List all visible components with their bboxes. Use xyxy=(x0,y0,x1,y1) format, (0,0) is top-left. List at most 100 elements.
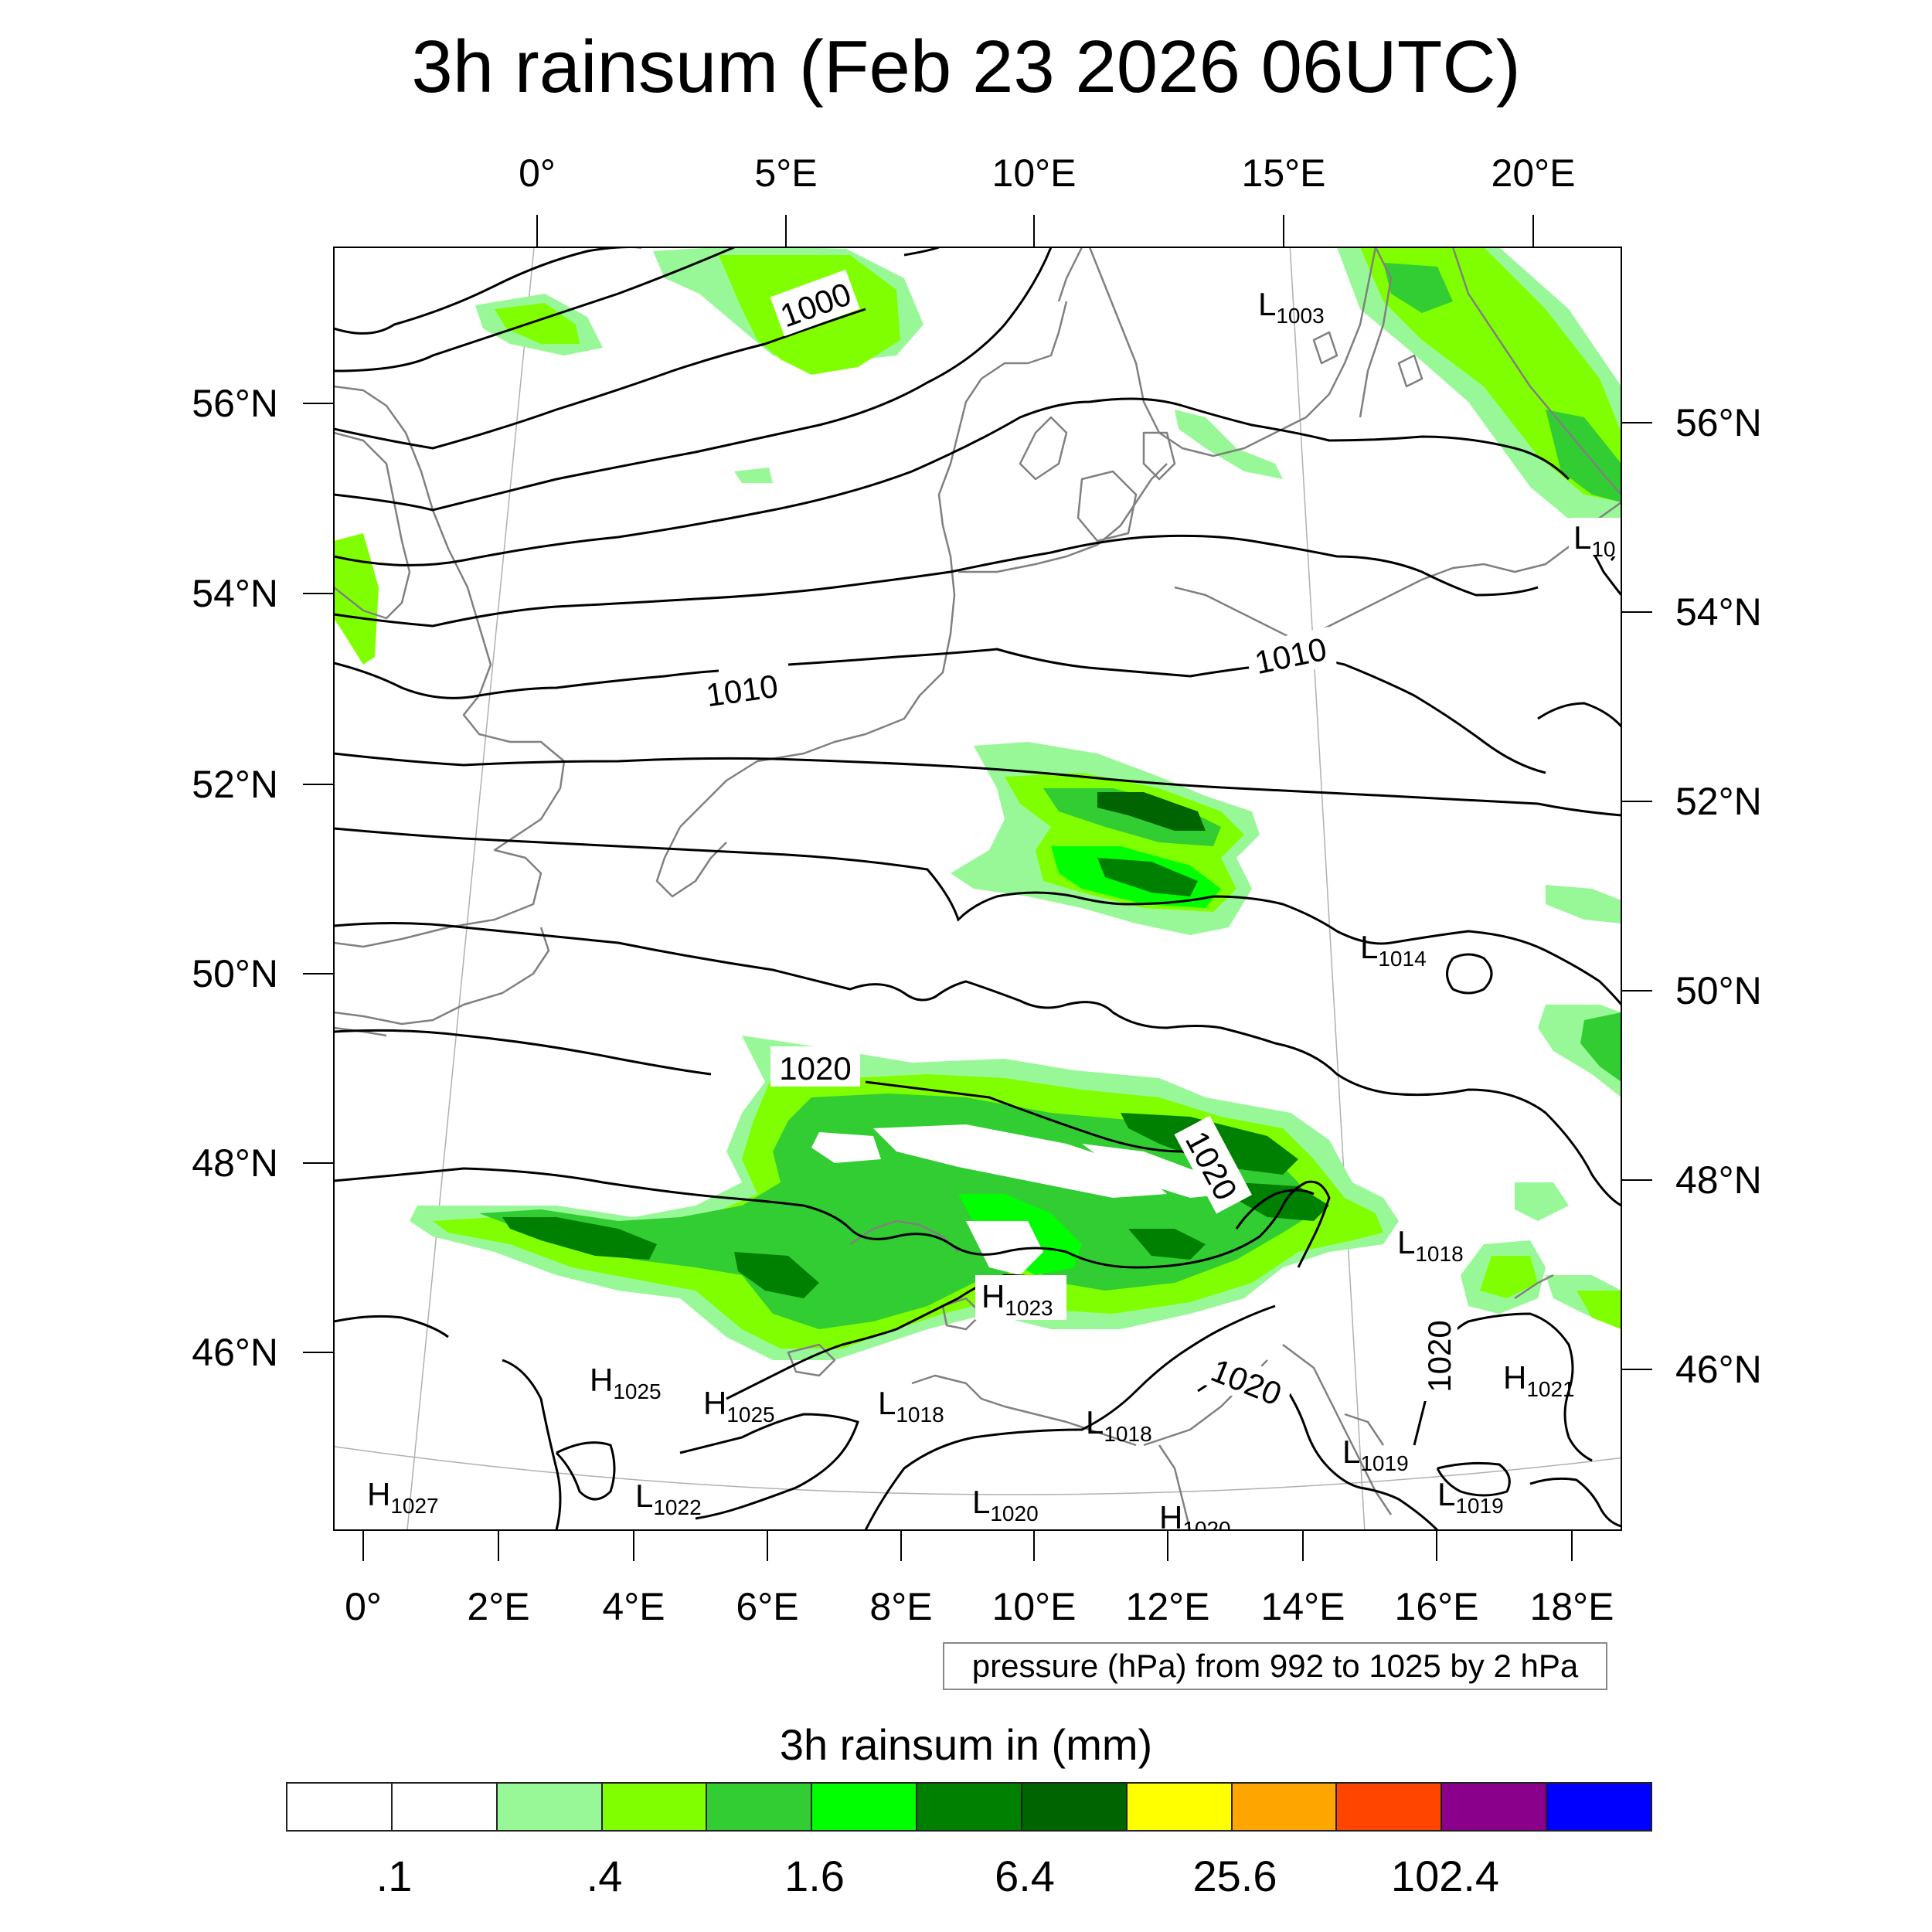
right-lat-label: 52°N xyxy=(1675,780,1762,823)
coastline xyxy=(1077,470,1138,543)
rain-area xyxy=(1082,1144,1229,1198)
pressure-center: L1003 xyxy=(1258,286,1325,328)
contour-label: 1020 xyxy=(1421,1320,1458,1392)
coastline xyxy=(1174,501,1621,643)
isobar xyxy=(334,247,1053,512)
colorbar-box xyxy=(1232,1784,1338,1830)
rain-area xyxy=(1580,1012,1621,1082)
isobar xyxy=(334,308,866,450)
colorbar-box xyxy=(602,1784,708,1830)
rain-area xyxy=(734,468,773,483)
coastline xyxy=(334,385,566,948)
colorbar-box xyxy=(287,1784,393,1830)
colorbar-label: 102.4 xyxy=(1390,1852,1500,1900)
rain-area xyxy=(334,533,379,665)
top-lon-label: 15°E xyxy=(1241,151,1326,195)
pressure-center: L1018 xyxy=(878,1385,944,1427)
top-lon-label: 20°E xyxy=(1491,151,1576,195)
coastline xyxy=(787,1343,836,1377)
bottom-lon-label: 16°E xyxy=(1394,1585,1479,1628)
coastline xyxy=(1142,431,1176,481)
contour-label: 1010 xyxy=(1252,631,1330,681)
rain-area xyxy=(1097,858,1198,896)
legend-title: 3h rainsum in (mm) xyxy=(779,1720,1153,1769)
pressure-center: L10 xyxy=(1573,519,1616,561)
isobar xyxy=(1537,702,1621,728)
coastline xyxy=(849,1219,959,1253)
coastline xyxy=(1057,247,1083,302)
right-lat-label: 48°N xyxy=(1675,1158,1762,1202)
pressure-center: L1014 xyxy=(1360,929,1427,971)
isobar xyxy=(334,752,1621,817)
rain-area xyxy=(1546,410,1621,502)
left-lat-label: 48°N xyxy=(192,1141,278,1185)
isobar xyxy=(865,1080,1222,1168)
isobar xyxy=(679,1413,859,1520)
rain-area xyxy=(1128,1229,1206,1260)
colorbar-box xyxy=(1337,1784,1443,1830)
coastline xyxy=(655,826,727,898)
rain-area xyxy=(1515,1182,1569,1221)
colorbar-box xyxy=(707,1784,813,1830)
left-lat-label: 56°N xyxy=(192,382,278,425)
top-lon-label: 5°E xyxy=(754,151,818,195)
coastline xyxy=(1359,247,1393,418)
isobar xyxy=(1436,1461,1511,1497)
isobar xyxy=(334,1315,449,1338)
bottom-lon-label: 10°E xyxy=(992,1585,1077,1628)
coastline xyxy=(941,1297,983,1331)
rain-area xyxy=(1383,263,1453,313)
rain-area xyxy=(1480,1256,1538,1298)
page-title: 3h rainsum (Feb 23 2026 06UTC) xyxy=(411,26,1521,108)
bottom-lon-label: 0° xyxy=(345,1585,382,1628)
contour-label: 1020 xyxy=(779,1050,851,1087)
contour-label-group: 1020 xyxy=(770,1046,860,1087)
right-lat-label: 50°N xyxy=(1675,969,1762,1012)
graticule xyxy=(334,247,1621,1530)
coastline xyxy=(1397,354,1423,388)
bottom-lon-label: 4°E xyxy=(602,1585,665,1628)
pressure-center: L1022 xyxy=(635,1478,702,1519)
isobar xyxy=(334,397,1570,566)
colorbar-box xyxy=(812,1784,918,1830)
pressure-center: L1018 xyxy=(1086,1404,1152,1446)
colorbar-box xyxy=(392,1784,498,1830)
bottom-lon-label: 2°E xyxy=(467,1585,530,1628)
bottom-lon-label: 18°E xyxy=(1529,1585,1614,1628)
isobar xyxy=(334,921,1621,1207)
isobar xyxy=(787,648,1546,774)
colorbar-label: 6.4 xyxy=(995,1852,1055,1900)
contour-label-group: 1010 xyxy=(1243,626,1337,683)
colorbar-box xyxy=(1547,1784,1651,1830)
contour-label-group: 1020 xyxy=(1419,1311,1458,1401)
rain-area xyxy=(1546,885,1621,923)
pressure-center: L1020 xyxy=(972,1484,1039,1526)
rain-area xyxy=(1043,788,1221,846)
coastline xyxy=(1019,416,1068,481)
isobar xyxy=(864,1304,1276,1530)
coastline xyxy=(1312,331,1338,365)
bottom-lon-label: 6°E xyxy=(736,1585,799,1628)
top-lon-label: 10°E xyxy=(992,151,1077,195)
rain-area xyxy=(1097,792,1206,831)
contour-label-group: 1020 xyxy=(1198,1346,1296,1416)
colorbar-label: .1 xyxy=(376,1852,413,1900)
coastline xyxy=(1282,1344,1393,1515)
colorbar-label: 1.6 xyxy=(784,1852,845,1900)
pressure-center: H1025 xyxy=(590,1362,662,1403)
pressure-center: H1020 xyxy=(1159,1499,1231,1541)
coastlines xyxy=(334,247,1621,1530)
isobar xyxy=(334,534,1539,628)
bottom-lon-label: 12°E xyxy=(1125,1585,1210,1628)
rain-area xyxy=(873,1124,1167,1198)
isobar xyxy=(334,247,735,372)
right-lat-label: 56°N xyxy=(1675,401,1762,444)
top-lon-label: 0° xyxy=(519,151,556,195)
rain-area xyxy=(502,1217,657,1260)
rain-areas xyxy=(334,247,1621,1360)
pressure-center: H1021 xyxy=(1503,1359,1575,1401)
coastline xyxy=(958,463,1168,573)
right-lat-label: 54°N xyxy=(1675,590,1762,634)
isobar xyxy=(334,1029,712,1076)
